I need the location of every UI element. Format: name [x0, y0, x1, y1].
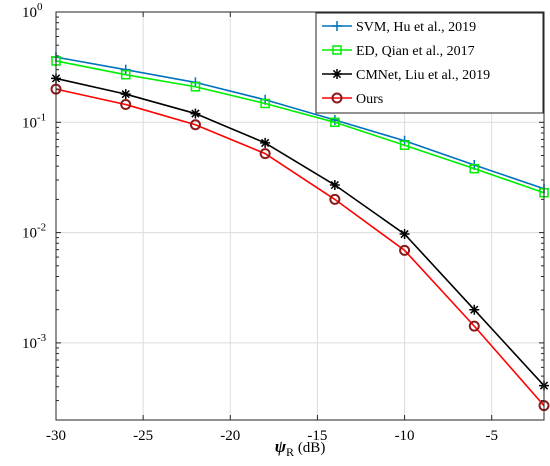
legend-marker — [332, 45, 342, 55]
legend-box — [315, 12, 544, 114]
x-axis-label-symbol: ψ — [275, 437, 287, 456]
y-tick-label-exponent: 0 — [37, 1, 43, 13]
x-axis-label: ψR (dB) — [275, 437, 326, 459]
x-axis-label-unit: (dB) — [294, 440, 325, 456]
legend-label: SVM, Hu et al., 2019 — [356, 20, 476, 35]
data-point — [469, 163, 480, 174]
series-1 — [51, 56, 549, 198]
data-point — [120, 69, 131, 80]
data-point — [120, 89, 131, 100]
x-tick-label: -25 — [133, 428, 153, 444]
legend-marker — [331, 92, 343, 104]
x-tick-label: -10 — [395, 428, 415, 444]
data-point — [329, 180, 340, 191]
series-line — [55, 56, 545, 190]
legend-marker — [332, 21, 342, 31]
y-tick-label-base: 10 — [22, 5, 37, 21]
y-tick-label-base: 10 — [22, 115, 37, 131]
legend-entry: CMNet, Liu et al., 2019 — [322, 68, 490, 83]
data-point — [260, 137, 271, 148]
data-point — [468, 320, 480, 332]
legend-label: ED, Qian et al., 2017 — [356, 44, 475, 59]
x-tick-label: -5 — [485, 428, 498, 444]
data-point — [259, 148, 271, 160]
x-tick-label: -20 — [220, 428, 240, 444]
y-tick-label: 100 — [22, 1, 43, 21]
series-line — [55, 77, 545, 387]
y-tick-label-exponent: -3 — [37, 332, 47, 344]
data-point — [399, 229, 410, 240]
data-point — [120, 64, 131, 75]
data-point — [120, 99, 132, 111]
y-tick-label: 10-1 — [22, 111, 46, 131]
series-3 — [50, 83, 550, 412]
series-layer — [50, 52, 550, 412]
y-tick-label-exponent: -1 — [37, 111, 46, 123]
legend-marker — [332, 69, 342, 79]
legend-label: CMNet, Liu et al., 2019 — [356, 68, 490, 83]
y-tick-label: 10-2 — [22, 222, 46, 242]
data-point — [330, 117, 340, 128]
legend: SVM, Hu et al., 2019 ED, Qian et al., 201… — [315, 12, 544, 114]
y-tick-label: 10-3 — [22, 332, 47, 352]
y-tick-label-base: 10 — [22, 226, 37, 242]
legend-entry: ED, Qian et al., 2017 — [322, 44, 475, 59]
data-point — [329, 193, 341, 205]
plot-frame — [55, 11, 545, 421]
series-line — [55, 60, 545, 194]
data-point — [189, 119, 201, 131]
data-point — [190, 108, 201, 119]
data-point — [260, 98, 270, 109]
legend-label: Ours — [356, 92, 383, 107]
series-line — [55, 88, 545, 407]
data-point — [399, 140, 410, 150]
legend-entry: Ours — [322, 92, 383, 107]
y-tick-label-exponent: -2 — [37, 222, 46, 234]
data-point — [399, 244, 411, 256]
x-tick-label: -30 — [46, 428, 66, 444]
data-point — [469, 304, 480, 315]
data-point — [190, 82, 201, 92]
x-axis-label-subscript: R — [286, 445, 294, 459]
legend-entry: SVM, Hu et al., 2019 — [322, 20, 476, 35]
x-tick-label: -15 — [307, 428, 327, 444]
y-tick-label-base: 10 — [22, 336, 37, 352]
